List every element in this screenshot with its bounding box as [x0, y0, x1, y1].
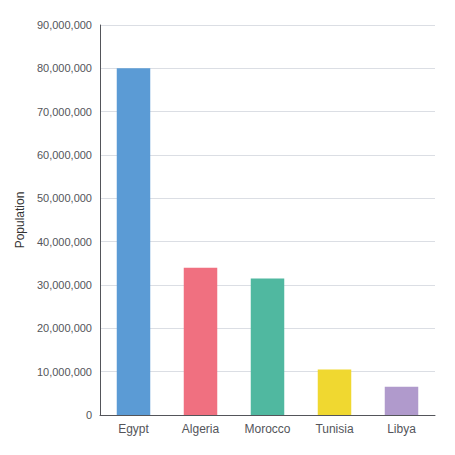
svg-text:40,000,000: 40,000,000: [37, 236, 92, 248]
svg-text:90,000,000: 90,000,000: [37, 19, 92, 31]
svg-text:20,000,000: 20,000,000: [37, 322, 92, 334]
svg-text:50,000,000: 50,000,000: [37, 192, 92, 204]
svg-text:Tunisia: Tunisia: [315, 422, 354, 436]
svg-text:Libya: Libya: [387, 422, 416, 436]
svg-text:Morocco: Morocco: [244, 422, 290, 436]
svg-text:30,000,000: 30,000,000: [37, 279, 92, 291]
svg-text:Algeria: Algeria: [182, 422, 220, 436]
svg-text:10,000,000: 10,000,000: [37, 366, 92, 378]
svg-text:70,000,000: 70,000,000: [37, 106, 92, 118]
svg-text:60,000,000: 60,000,000: [37, 149, 92, 161]
svg-text:0: 0: [86, 409, 92, 421]
svg-text:Population: Population: [13, 192, 27, 249]
svg-text:Egypt: Egypt: [118, 422, 149, 436]
svg-text:80,000,000: 80,000,000: [37, 62, 92, 74]
